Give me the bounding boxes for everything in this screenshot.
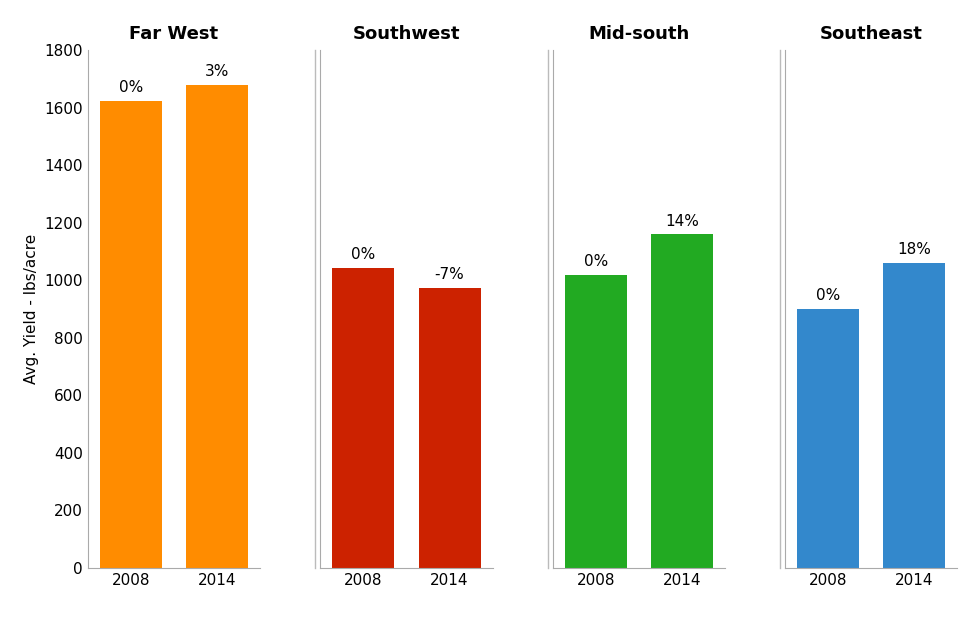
Text: 3%: 3% bbox=[205, 64, 230, 80]
Bar bbox=[332, 268, 395, 568]
Title: Southwest: Southwest bbox=[353, 25, 460, 44]
Bar bbox=[651, 235, 713, 568]
Text: 0%: 0% bbox=[119, 80, 143, 95]
Text: 0%: 0% bbox=[816, 288, 840, 304]
Text: 14%: 14% bbox=[665, 214, 699, 228]
Title: Mid-south: Mid-south bbox=[588, 25, 690, 44]
Text: 18%: 18% bbox=[898, 242, 931, 257]
Bar bbox=[418, 288, 481, 568]
Bar bbox=[797, 309, 860, 568]
Y-axis label: Avg. Yield - lbs/acre: Avg. Yield - lbs/acre bbox=[23, 234, 39, 384]
Title: Far West: Far West bbox=[130, 25, 219, 44]
Text: 0%: 0% bbox=[352, 247, 375, 262]
Title: Southeast: Southeast bbox=[820, 25, 923, 44]
Text: 0%: 0% bbox=[583, 254, 608, 269]
Bar bbox=[186, 85, 248, 568]
Text: -7%: -7% bbox=[435, 267, 464, 282]
Bar bbox=[100, 101, 162, 568]
Bar bbox=[883, 263, 946, 568]
Bar bbox=[565, 274, 627, 568]
